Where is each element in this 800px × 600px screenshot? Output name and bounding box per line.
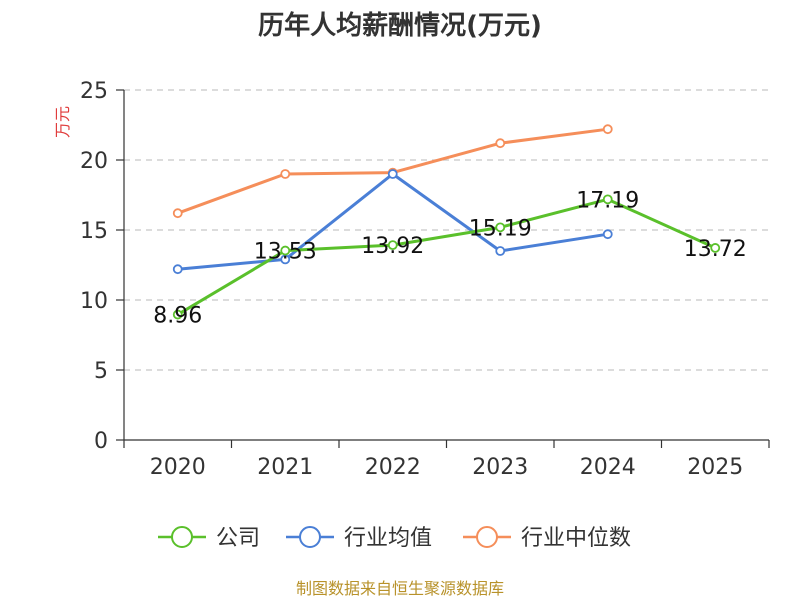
data-point[interactable] (280, 245, 291, 256)
y-tick-label: 5 (94, 359, 108, 384)
data-point[interactable] (172, 264, 183, 275)
data-label: 17.19 (576, 188, 639, 213)
x-tick-label-2024: 2024 (580, 455, 636, 480)
legend-label: 公司 (216, 526, 260, 551)
y-tick-label: 25 (80, 79, 108, 104)
chart-title: 历年人均薪酬情况(万元) (258, 10, 542, 41)
data-point[interactable] (387, 240, 398, 251)
legend-item-2[interactable]: 行业中位数 (463, 526, 631, 551)
y-tick-label: 10 (80, 289, 108, 314)
x-tick-label-2025: 2025 (687, 455, 743, 480)
legend[interactable]: 公司 行业均值 行业中位数 (158, 526, 631, 551)
data-point[interactable] (602, 194, 613, 205)
data-point[interactable] (172, 309, 183, 320)
data-point[interactable] (602, 229, 613, 240)
legend-marker (171, 526, 193, 548)
x-tick-label-2022: 2022 (365, 455, 421, 480)
legend-item-1[interactable]: 行业均值 (286, 526, 432, 551)
series-layer (172, 124, 721, 320)
data-label: 13.53 (254, 240, 317, 265)
legend-label: 行业中位数 (521, 526, 631, 551)
y-tick-label: 0 (94, 429, 108, 454)
data-point[interactable] (172, 208, 183, 219)
legend-marker (476, 526, 498, 548)
data-point[interactable] (495, 246, 506, 256)
data-label: 15.19 (469, 216, 532, 241)
legend-marker (299, 526, 321, 548)
x-tick-label-2023: 2023 (472, 455, 528, 480)
y-axis-label: 万元 (53, 106, 72, 138)
legend-item-0[interactable]: 公司 (158, 526, 260, 551)
data-point[interactable] (602, 124, 613, 135)
y-tick-label: 20 (80, 149, 108, 174)
data-label: 8.96 (153, 304, 202, 329)
data-label: 13.92 (361, 234, 424, 259)
x-tick-label-2020: 2020 (150, 455, 206, 480)
source-note: 制图数据来自恒生聚源数据库 (296, 579, 504, 598)
data-point[interactable] (495, 138, 506, 149)
legend-label: 行业均值 (344, 526, 432, 551)
x-tick-label-2021: 2021 (257, 455, 313, 480)
y-tick-label: 15 (80, 219, 108, 244)
data-point[interactable] (710, 243, 721, 253)
data-point[interactable] (387, 169, 398, 179)
data-point[interactable] (280, 169, 291, 179)
grid (124, 89, 769, 371)
data-point[interactable] (495, 222, 506, 233)
data-labels: 8.96 13.53 13.92 15.19 17.19 13.72 (153, 188, 746, 328)
data-label: 13.72 (684, 237, 747, 262)
series-line-0 (176, 197, 716, 316)
